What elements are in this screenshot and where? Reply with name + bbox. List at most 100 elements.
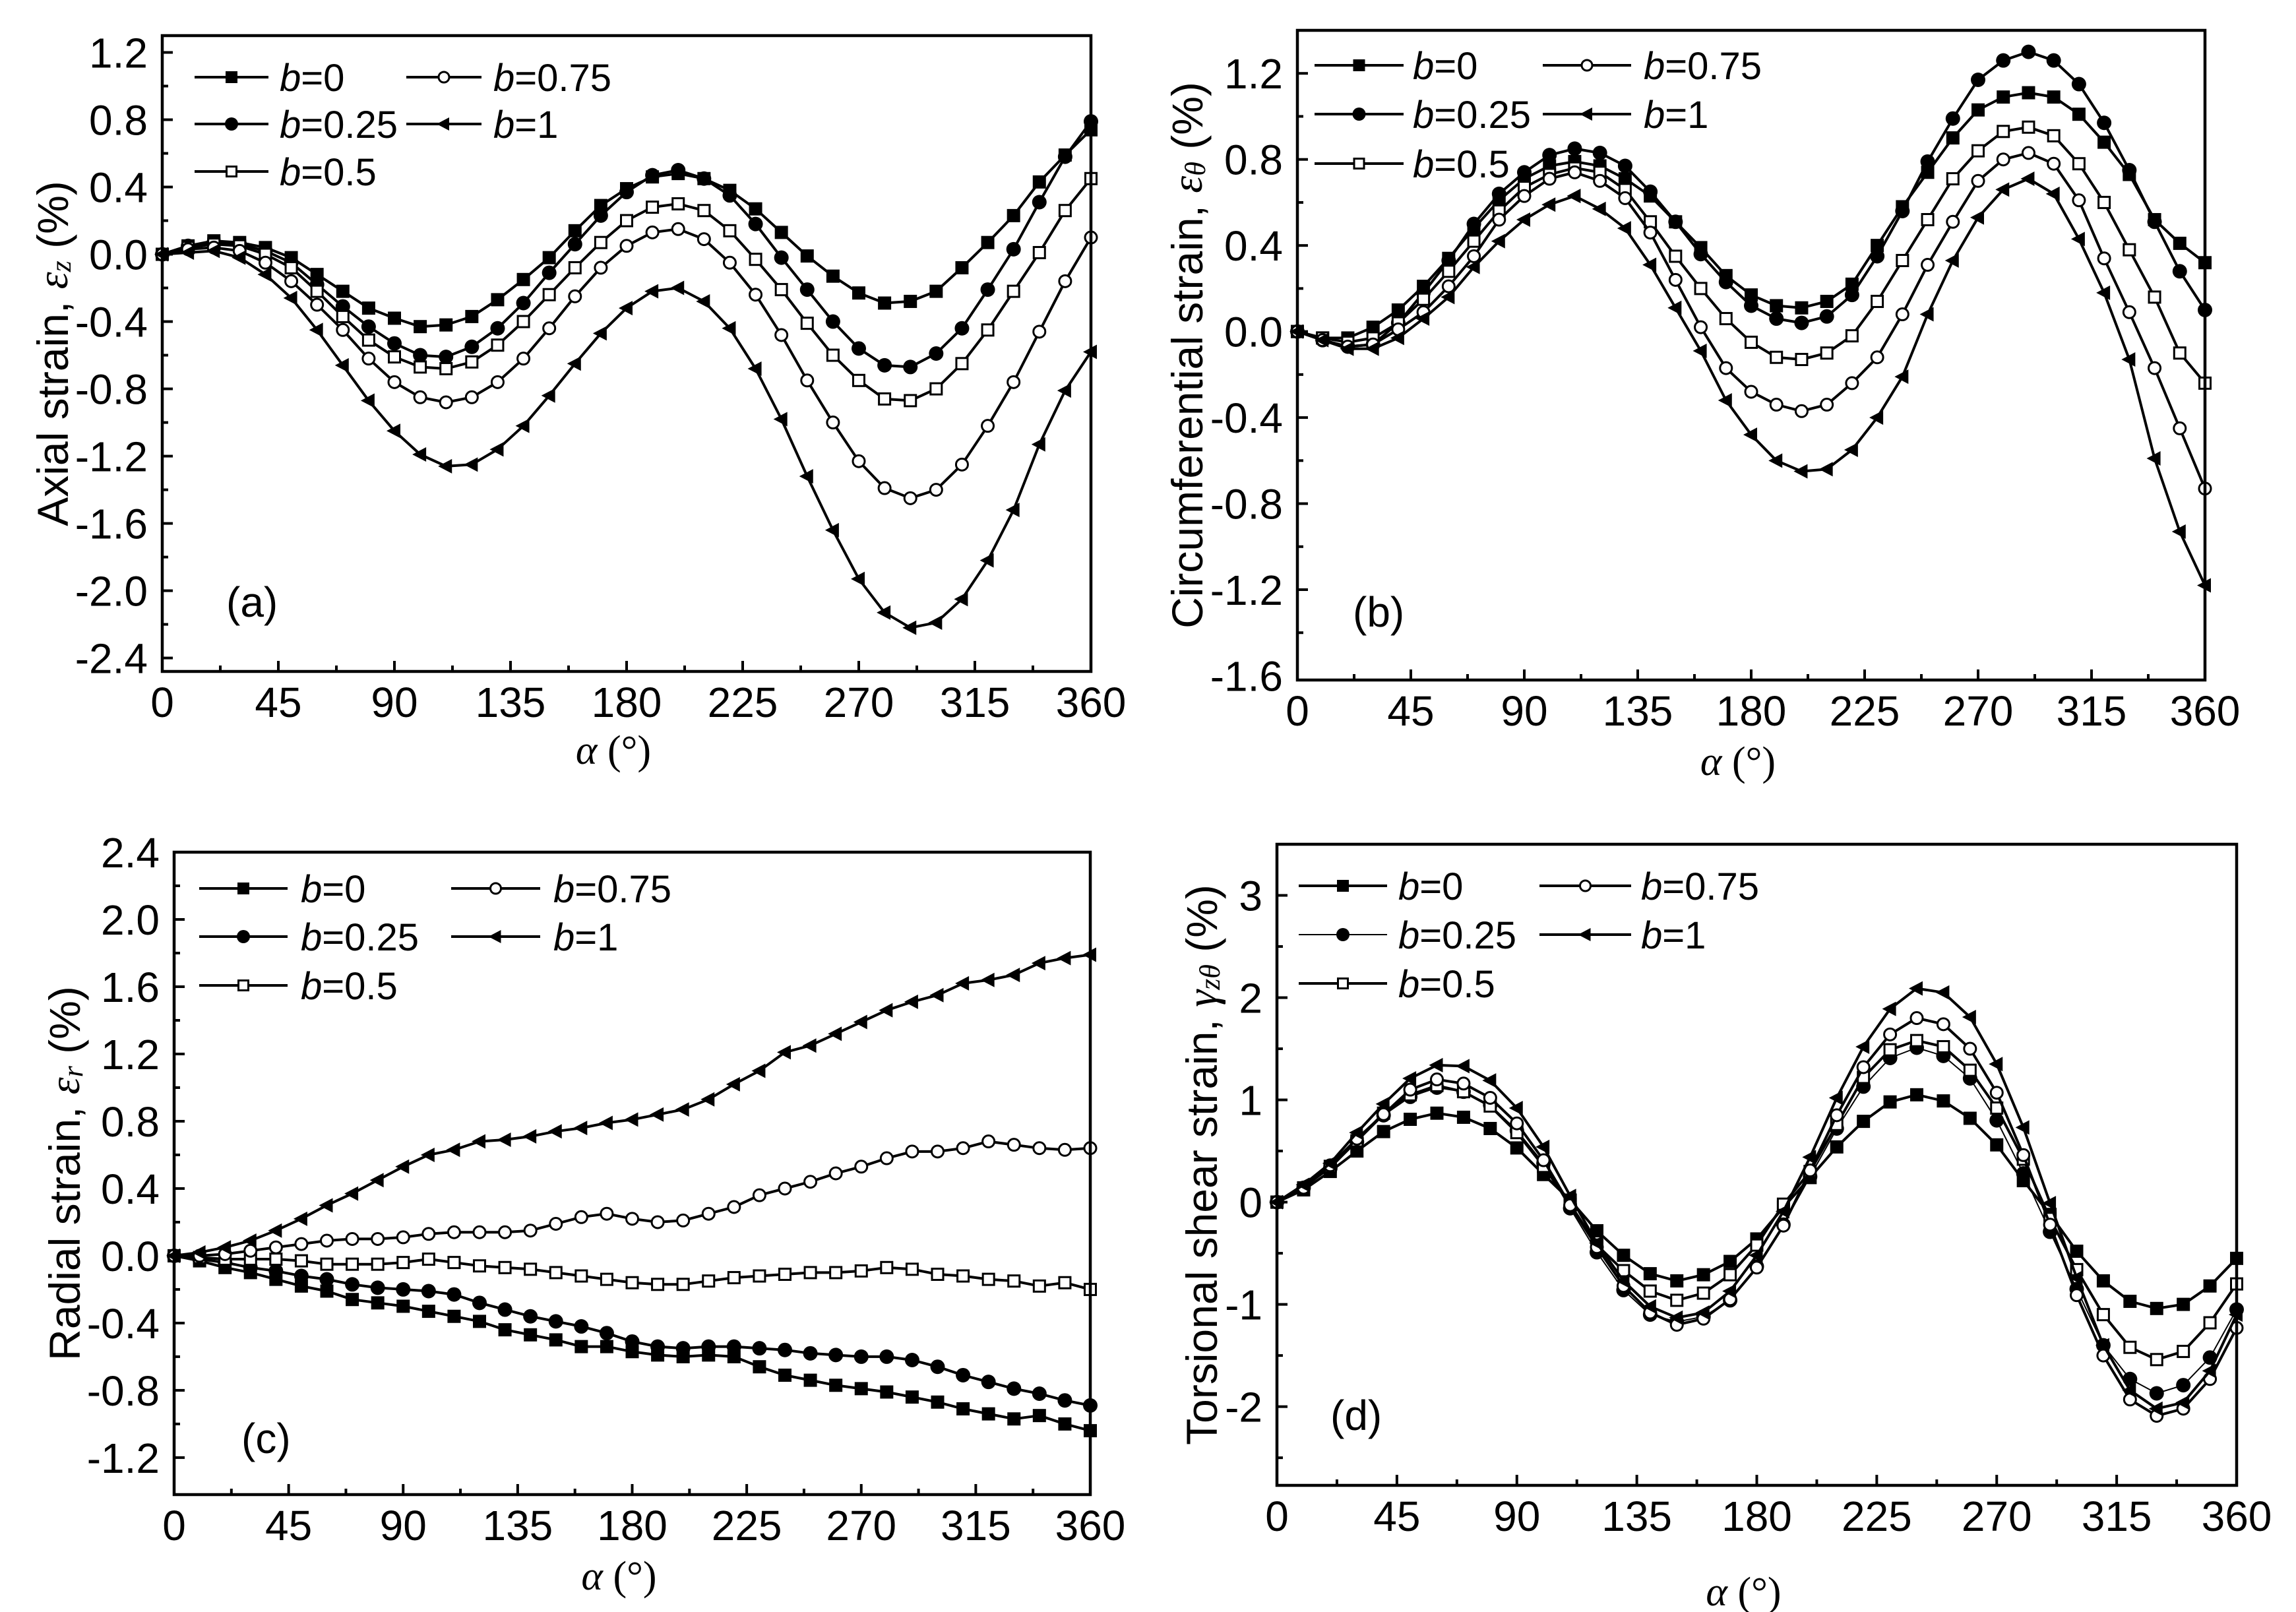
data-point	[1856, 1060, 1871, 1074]
data-point	[854, 1264, 868, 1278]
legend-marker-filled-square-icon	[237, 883, 249, 894]
data-point	[371, 1296, 385, 1310]
legend-variable: b	[553, 916, 574, 959]
data-point	[751, 1063, 766, 1078]
data-point	[1769, 398, 1784, 412]
data-point	[753, 1360, 766, 1374]
data-point	[345, 1231, 359, 1246]
y-tick-label: -0.8	[1210, 481, 1283, 528]
data-point	[1857, 1115, 1871, 1129]
legend-variable: b	[301, 916, 322, 959]
legend-marker-open-circle-icon	[437, 71, 450, 84]
data-point	[387, 375, 402, 389]
y-tick-label: -0.8	[75, 366, 148, 414]
legend-marker-open-square-icon	[226, 166, 237, 177]
data-point	[651, 1278, 665, 1291]
data-point	[929, 987, 944, 1003]
data-point	[1617, 221, 1631, 236]
data-point	[574, 1210, 588, 1224]
data-point	[1057, 1393, 1072, 1408]
data-point	[1883, 1043, 1897, 1057]
y-tick-label: 0.8	[89, 97, 148, 144]
legend-value: =1	[514, 104, 558, 146]
data-point	[2097, 135, 2111, 149]
legend-label: b=0.75	[553, 868, 671, 911]
data-point	[1456, 1076, 1471, 1091]
data-point	[1456, 1110, 1470, 1124]
data-point	[2150, 1301, 2163, 1315]
data-point	[979, 553, 994, 568]
x-axis-unit: (°)	[603, 1554, 657, 1599]
data-point	[439, 395, 453, 410]
y-tick-label: -1.2	[87, 1435, 160, 1482]
data-point	[877, 605, 891, 620]
data-point	[1971, 73, 1985, 88]
data-point	[1668, 214, 1683, 230]
data-point	[1895, 203, 1910, 218]
legend-item: b=0.5	[195, 151, 377, 194]
data-point	[542, 288, 556, 301]
data-point	[2177, 1297, 2190, 1311]
data-point	[954, 321, 970, 336]
data-point	[1032, 325, 1047, 339]
data-point	[1589, 1235, 1603, 1251]
data-point	[1995, 182, 2010, 197]
data-point	[1696, 1286, 1710, 1300]
data-point	[697, 171, 712, 186]
data-point	[2175, 1395, 2190, 1410]
data-point	[1883, 1027, 1898, 1041]
data-point	[1869, 410, 1884, 425]
data-point	[447, 1225, 461, 1239]
legend-item: b=0.5	[1299, 963, 1495, 1006]
x-tick-label: 0	[150, 679, 174, 726]
legend-item: b=0.25	[1315, 94, 1531, 137]
data-point	[1794, 404, 1809, 418]
y-tick-label: 0.4	[1224, 222, 1283, 270]
data-point	[2068, 1270, 2083, 1286]
data-point	[929, 382, 943, 396]
x-axis-title: α (°)	[581, 1554, 656, 1599]
data-point	[1944, 253, 1959, 268]
data-point	[778, 1267, 791, 1281]
data-point	[1031, 956, 1045, 971]
data-point	[2173, 421, 2187, 435]
y-axis-unit: (%)	[40, 986, 89, 1066]
data-point	[676, 1278, 690, 1291]
legend-value: =0.25	[1434, 94, 1531, 137]
data-point	[644, 284, 659, 299]
data-point	[1963, 1063, 1977, 1077]
series-b-eq-1	[1289, 171, 2211, 593]
data-point	[1669, 249, 1683, 263]
legend-marker-open-square-icon	[1353, 158, 1365, 170]
data-point	[625, 1276, 639, 1289]
legend-item: b=0.25	[195, 104, 398, 146]
x-tick-label: 180	[592, 679, 662, 726]
data-point	[619, 239, 634, 253]
data-point	[2123, 1340, 2137, 1354]
data-point	[1694, 320, 1708, 334]
y-tick-label: -1	[1225, 1282, 1262, 1329]
data-point	[294, 1279, 308, 1293]
data-point	[1744, 298, 1758, 313]
data-point	[2021, 146, 2035, 160]
data-point	[346, 1293, 359, 1307]
data-point	[1491, 186, 1506, 201]
data-point	[268, 1240, 283, 1255]
data-point	[981, 419, 995, 433]
data-point	[852, 373, 865, 387]
panel-label: (c)	[241, 1415, 291, 1462]
data-point	[2173, 236, 2187, 250]
y-axis-title: Circumferential strain, εθ (%)	[1163, 82, 1212, 629]
data-point	[1997, 90, 2010, 104]
data-point	[2121, 352, 2136, 367]
data-point	[334, 357, 349, 373]
data-point	[1882, 1001, 1896, 1016]
plot-area	[154, 114, 1098, 635]
data-point	[1750, 1260, 1764, 1275]
x-tick-label: 45	[1387, 687, 1434, 735]
legend-variable: b	[1398, 963, 1419, 1006]
y-tick-label: 1.6	[101, 964, 160, 1011]
x-tick-label: 0	[1286, 687, 1309, 735]
data-point	[803, 1266, 817, 1280]
y-axis-text: Torsional shear strain,	[1177, 1007, 1226, 1445]
